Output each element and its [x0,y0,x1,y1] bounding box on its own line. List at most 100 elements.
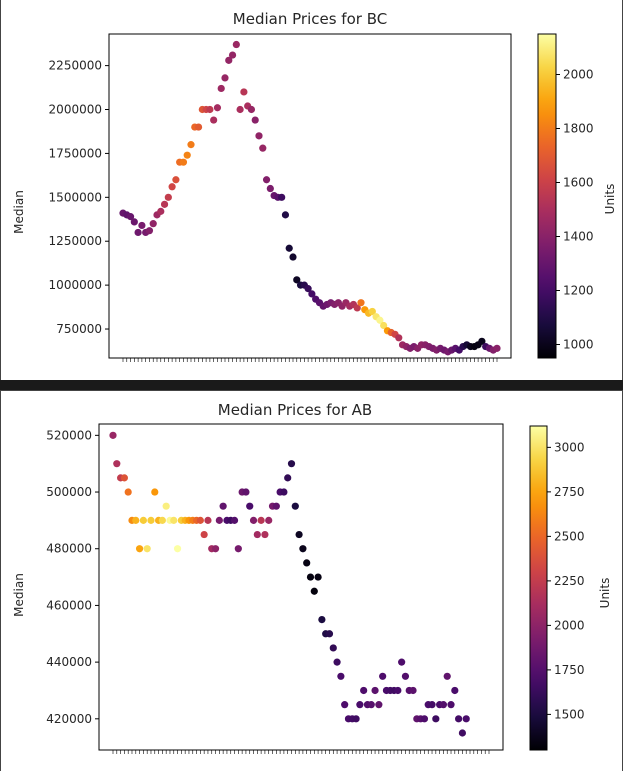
scatter-point [173,545,182,553]
scatter-point [262,176,271,184]
scatter-point [360,686,368,695]
colorbar-tick-label: 2500 [554,529,585,543]
scatter-point [249,516,258,524]
scatter-point [284,474,292,482]
scatter-point [221,74,229,82]
colorbar-tick-label: 1600 [563,176,594,190]
scatter-point [306,573,315,581]
colorbar-label: Units [598,578,612,609]
scatter-point [170,516,178,524]
scatter-point [215,516,223,524]
scatter-point [325,630,334,638]
scatter-point [257,516,265,524]
scatter-point [187,141,195,149]
scatter-point [281,211,290,219]
colorbar-tick-label: 2000 [554,618,585,632]
scatter-point [139,516,147,524]
colorbar [529,425,548,751]
y-tick-label: 2000000 [49,103,102,117]
scatter-point [247,105,256,114]
scatter-point [219,502,227,510]
scatter-point [196,516,204,524]
scatter-point [432,715,440,723]
scatter-point [394,686,402,695]
scatter-point [308,290,316,298]
colorbar-tick-label: 3000 [554,440,585,454]
scatter-point [124,488,132,496]
y-tick-label: 1500000 [49,190,102,204]
scatter-point [134,228,142,237]
scatter-point [255,132,263,140]
scatter-point [329,644,337,652]
scatter-point [278,193,286,201]
scatter-point [333,658,341,666]
scatter-point [447,701,455,709]
scatter-point [230,516,239,524]
scatter-point [318,616,326,624]
scatter-point [310,587,318,595]
chart-title: Median Prices for AB [218,401,372,419]
scatter-point [228,51,237,59]
scatter-point [211,545,220,553]
scatter-point [303,559,311,567]
colorbar-tick-label: 1400 [563,230,594,244]
scatter-point [462,715,470,723]
scatter-point [147,516,155,524]
scatter-point [272,502,280,510]
colorbar-tick-label: 1500 [554,707,585,721]
scatter-point [285,244,293,252]
scatter-point [367,701,375,709]
scatter-point [135,545,144,553]
scatter-point [376,316,384,324]
scatter-point [451,686,459,695]
scatter-point [458,729,467,737]
scatter-point [109,431,117,439]
colorbar-label: Units [603,184,617,215]
scatter-point [210,116,218,124]
colorbar-tick-label: 2000 [563,68,594,82]
scatter-point [293,276,301,284]
scatter-point [287,460,296,468]
scatter-point [234,545,242,553]
scatter-point [251,116,259,124]
scatter-point [113,460,121,468]
chart-panel-ab: Median Prices for AB Median Units 420000… [0,390,623,771]
scatter-point [337,672,345,680]
scatter-point [353,304,361,312]
y-tick-label: 460000 [46,598,92,612]
scatter-point [145,227,154,235]
colorbar-tick-label: 1000 [563,338,594,352]
scatter-point [428,701,436,709]
y-tick-label: 420000 [46,712,92,726]
colorbar-tick-label: 1200 [563,284,594,298]
scatter-point [261,530,269,539]
scatter-point [289,253,297,261]
scatter-point [158,516,166,524]
plot-frame [98,423,504,751]
scatter-point [341,701,349,709]
scatter-point [314,573,322,581]
y-tick-label: 1750000 [49,146,102,160]
chart-panel-bc: Median Prices for BC Median Units 750000… [0,0,623,380]
scatter-point [356,701,364,709]
chart-bc: Median Prices for BC Median Units 750000… [12,10,617,362]
scatter-point [478,337,486,345]
scatter-point [213,104,222,112]
y-tick-label: 480000 [46,542,92,556]
scatter-point [143,545,151,553]
panel-divider [0,380,623,390]
y-tick-label: 440000 [46,655,92,669]
scatter-point [168,183,176,191]
y-tick-label: 750000 [56,322,102,336]
scatter-point [225,56,233,64]
scatter-point [299,545,307,553]
scatter-point [380,321,388,330]
scatter-point [162,502,170,510]
scatter-point [295,530,303,539]
scatter-point [280,488,288,496]
plot-frame [108,33,512,359]
scatter-point [172,176,180,184]
scatter-point [368,307,376,316]
scatter-point [266,184,274,193]
y-tick-label: 1000000 [49,278,102,292]
